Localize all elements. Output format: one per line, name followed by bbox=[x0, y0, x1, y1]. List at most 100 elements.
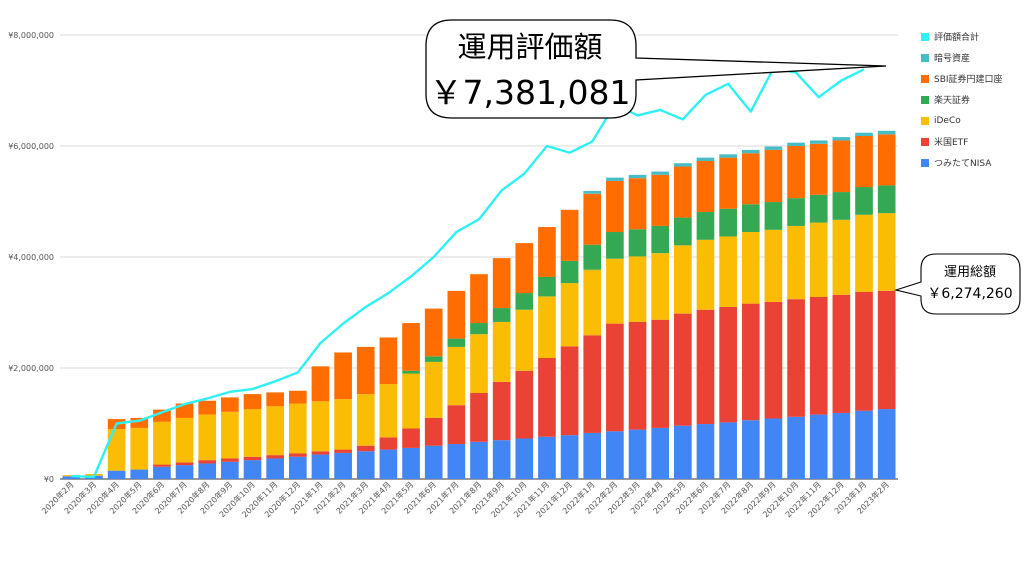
bar-segment bbox=[153, 464, 171, 467]
bar-segment bbox=[674, 425, 692, 479]
bar-segment bbox=[266, 406, 284, 456]
bar-segment bbox=[311, 366, 330, 402]
chart-legend: 評価額合計 暗号資産 SBI証券円建口座 楽天証券 iDeCo 米国ETF つみ… bbox=[921, 26, 1003, 173]
bar-segment bbox=[606, 258, 624, 324]
bar-segment bbox=[809, 414, 828, 479]
bar-segment bbox=[583, 193, 602, 245]
bar-segment bbox=[492, 440, 511, 479]
bar-segment bbox=[492, 321, 511, 382]
bar-segment bbox=[470, 274, 488, 324]
bar-segment bbox=[288, 390, 307, 404]
bar-segment bbox=[651, 174, 670, 226]
bar-segment bbox=[402, 373, 420, 429]
legend-swatch bbox=[921, 32, 929, 41]
bars bbox=[62, 130, 896, 479]
bar-segment bbox=[221, 461, 239, 479]
y-tick-label: ¥6,000,000 bbox=[8, 142, 54, 151]
bar-segment bbox=[130, 469, 149, 479]
bar-segment bbox=[741, 232, 760, 304]
bar-segment bbox=[62, 475, 81, 477]
bar-segment bbox=[356, 346, 375, 395]
bar-segment bbox=[379, 437, 398, 450]
bar-segment bbox=[832, 140, 851, 193]
bar-segment bbox=[855, 132, 873, 137]
bar-segment bbox=[402, 370, 420, 374]
bar-segment bbox=[424, 417, 443, 446]
bar-segment bbox=[809, 194, 828, 223]
bar-segment bbox=[741, 204, 760, 233]
bar-segment bbox=[628, 229, 647, 257]
bar-segment bbox=[356, 445, 375, 452]
y-tick-label: ¥2,000,000 bbox=[8, 364, 54, 373]
bar-segment bbox=[198, 463, 217, 479]
bar-segment bbox=[470, 441, 488, 479]
bar-segment bbox=[175, 417, 194, 463]
y-tick-label: ¥4,000,000 bbox=[8, 253, 54, 262]
legend-item-crypto: 暗号資産 bbox=[921, 47, 1003, 68]
bar-segment bbox=[560, 260, 579, 284]
total-callout: 運用総額 ￥6,274,260 bbox=[893, 253, 1021, 315]
legend-swatch bbox=[921, 53, 929, 62]
bar-segment bbox=[651, 171, 670, 175]
bar-segment bbox=[288, 453, 307, 457]
bar-segment bbox=[696, 424, 715, 479]
value-callout-bubble bbox=[425, 19, 887, 119]
bar-segment bbox=[470, 392, 488, 442]
bar-segment bbox=[719, 306, 737, 423]
bar-segment bbox=[379, 337, 398, 385]
bar-segment bbox=[696, 157, 715, 161]
bar-segment bbox=[107, 429, 126, 471]
bar-segment bbox=[764, 202, 783, 230]
bar-segment bbox=[583, 190, 602, 194]
bar-segment bbox=[877, 134, 896, 186]
bar-segment bbox=[606, 431, 624, 479]
bar-segment bbox=[311, 401, 330, 452]
bar-segment bbox=[153, 421, 171, 465]
bar-segment bbox=[470, 334, 488, 393]
bar-segment bbox=[447, 290, 466, 339]
legend-label: SBI証券円建口座 bbox=[934, 75, 1003, 85]
bar-segment bbox=[855, 187, 873, 215]
bar-segment bbox=[741, 303, 760, 421]
bar-segment bbox=[334, 399, 352, 450]
bar-segment bbox=[175, 465, 194, 479]
bar-segment bbox=[379, 449, 398, 479]
bar-segment bbox=[424, 361, 443, 418]
total-callout-bubble bbox=[893, 253, 1021, 315]
bar-segment bbox=[764, 146, 783, 150]
bar-segment bbox=[334, 352, 352, 400]
total-callout-title: 運用総額 bbox=[944, 265, 996, 280]
bar-segment bbox=[515, 243, 534, 294]
bar-segment bbox=[447, 346, 466, 406]
bar-segment bbox=[719, 157, 737, 209]
bar-segment bbox=[719, 154, 737, 158]
bar-segment bbox=[447, 405, 466, 445]
bar-segment bbox=[628, 256, 647, 322]
bar-segment bbox=[764, 149, 783, 203]
y-tick-label: ¥0 bbox=[44, 475, 54, 484]
bar-segment bbox=[560, 209, 579, 261]
bar-segment bbox=[583, 244, 602, 270]
bar-segment bbox=[606, 232, 624, 259]
bar-segment bbox=[855, 214, 873, 292]
bar-segment bbox=[809, 296, 828, 415]
legend-item-us-etf: 米国ETF bbox=[921, 131, 1003, 152]
bar-segment bbox=[628, 429, 647, 479]
bar-segment bbox=[583, 269, 602, 336]
bar-segment bbox=[674, 313, 692, 426]
bar-segment bbox=[198, 400, 217, 415]
bar-segment bbox=[266, 458, 284, 479]
bar-segment bbox=[855, 291, 873, 411]
bar-segment bbox=[628, 321, 647, 430]
line-series bbox=[71, 67, 865, 478]
legend-swatch bbox=[921, 158, 929, 167]
y-tick-label: ¥8,000,000 bbox=[8, 31, 54, 40]
bar-segment bbox=[470, 323, 488, 335]
bar-segment bbox=[787, 416, 805, 479]
bar-segment bbox=[243, 456, 262, 461]
bar-segment bbox=[674, 166, 692, 218]
bar-segment bbox=[492, 308, 511, 322]
bar-segment bbox=[243, 409, 262, 457]
legend-label: 楽天証券 bbox=[934, 96, 971, 106]
